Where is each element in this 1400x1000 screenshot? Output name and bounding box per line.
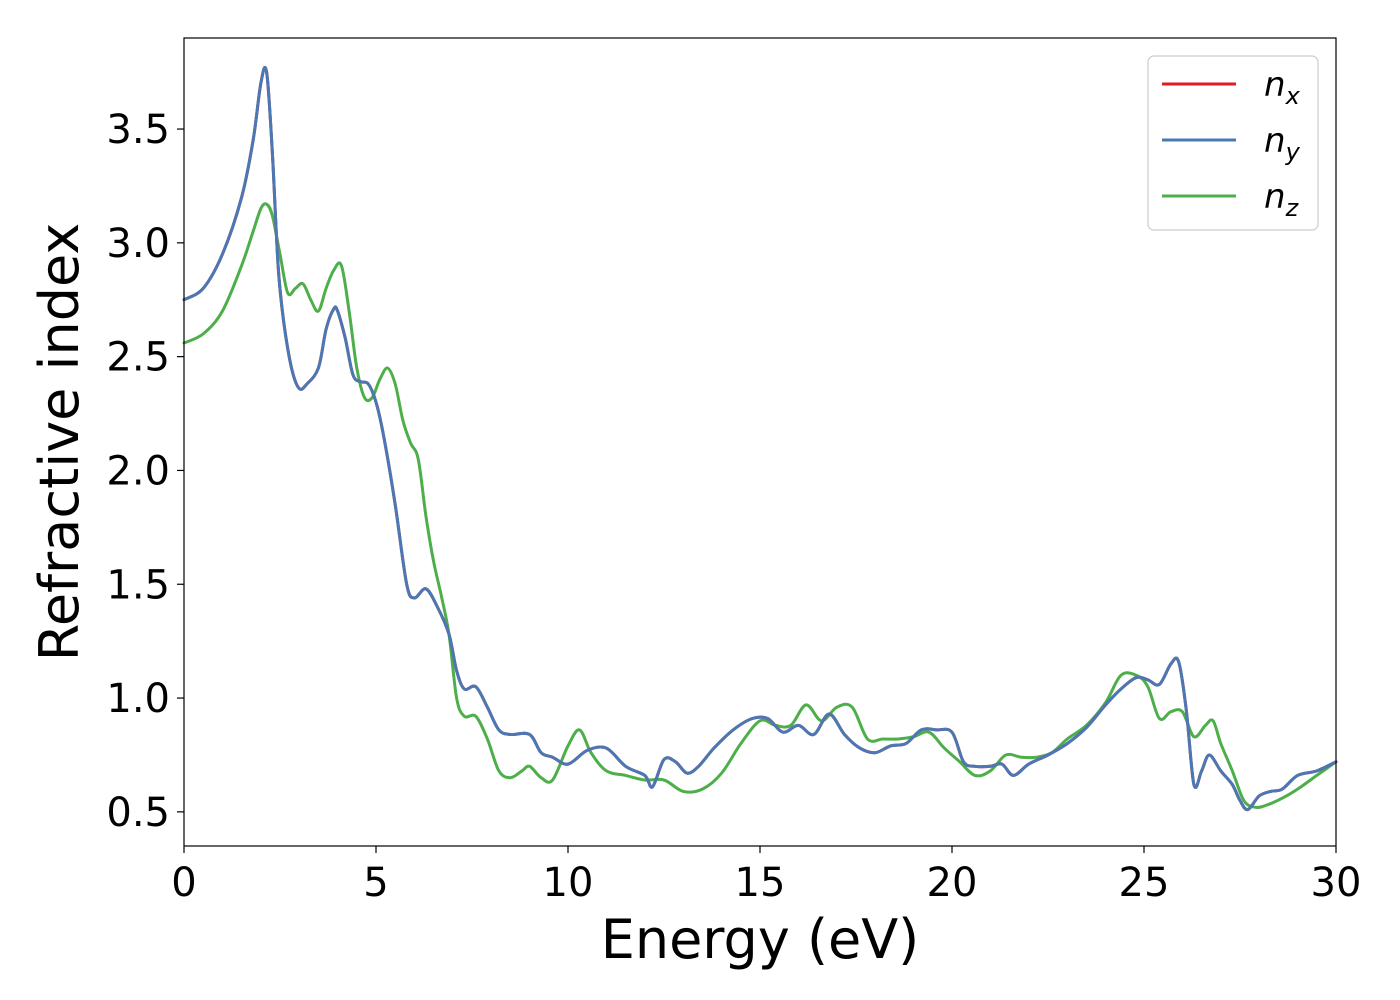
x-axis-label: Energy (eV) [601, 908, 920, 971]
x-tick-label: 20 [927, 860, 978, 906]
y-tick-label: 3.0 [106, 221, 170, 267]
legend-label-base: n [1264, 65, 1286, 105]
x-tick-label: 25 [1119, 860, 1170, 906]
legend-label-n-x: nx [1264, 65, 1301, 110]
x-tick-label: 30 [1311, 860, 1362, 906]
x-tick-label: 0 [171, 860, 196, 906]
legend-label-base: n [1264, 121, 1286, 161]
legend-label-subscript: z [1285, 194, 1300, 222]
series-line-n-y [182, 66, 1338, 812]
y-axis-label: Refractive index [28, 223, 91, 662]
x-axis: 0 5 10 15 20 25 30 [171, 846, 1361, 906]
legend-box [1147, 55, 1319, 231]
legend-label-n-y: ny [1264, 121, 1301, 166]
x-tick-label: 10 [543, 860, 594, 906]
y-tick-label: 2.5 [106, 335, 170, 381]
series-layer [182, 66, 1338, 812]
x-tick-label: 15 [735, 860, 786, 906]
legend-label-base: n [1264, 177, 1286, 217]
y-axis: 0.5 1.0 1.5 2.0 2.5 3.0 3.5 [106, 107, 184, 836]
legend-label-n-z: nz [1264, 177, 1300, 222]
y-tick-label: 1.0 [106, 676, 170, 722]
y-tick-label: 0.5 [106, 790, 170, 836]
x-tick-label: 5 [363, 860, 388, 906]
y-tick-label: 1.5 [106, 562, 170, 608]
series-line-n-z [182, 202, 1338, 809]
legend-label-subscript: y [1285, 138, 1301, 166]
plot-background [184, 38, 1336, 846]
y-tick-label: 2.0 [106, 448, 170, 494]
legend-label-subscript: x [1285, 82, 1301, 110]
y-tick-label: 3.5 [106, 107, 170, 153]
